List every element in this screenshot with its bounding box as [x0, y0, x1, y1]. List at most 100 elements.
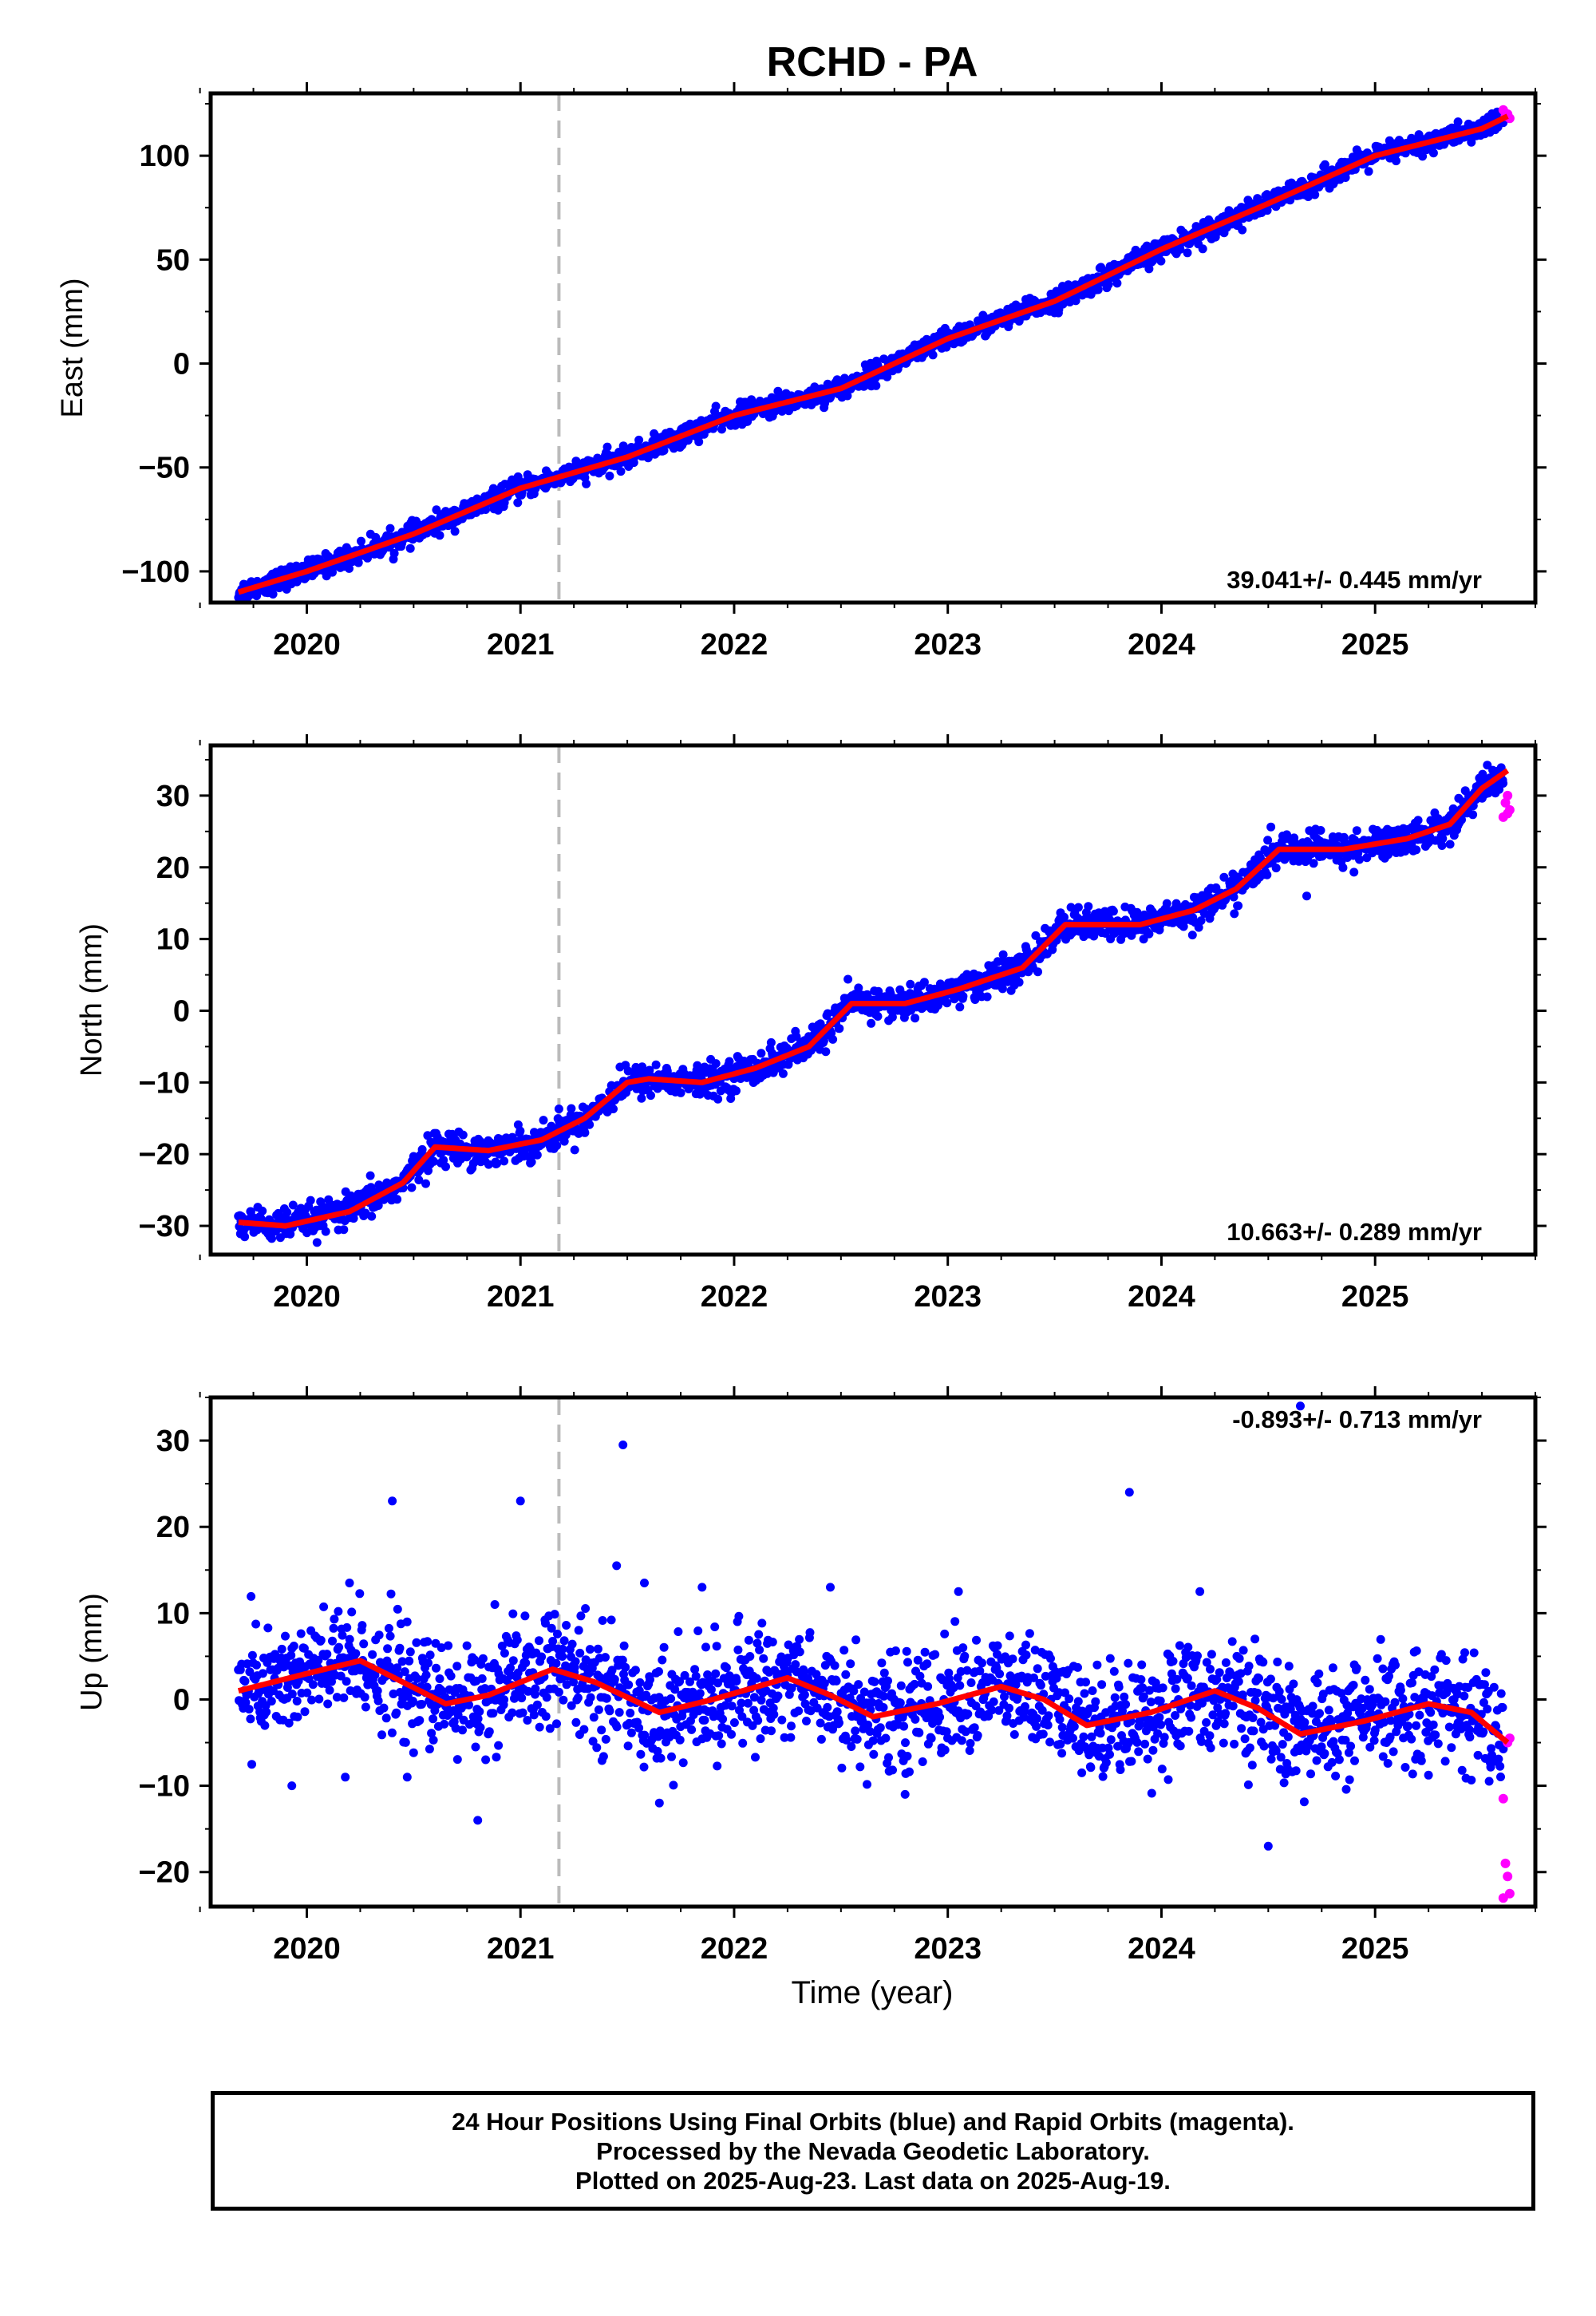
data-point — [554, 1105, 563, 1113]
data-point — [645, 1065, 654, 1075]
data-point — [282, 1207, 292, 1217]
data-point — [1014, 978, 1024, 987]
data-point — [300, 1707, 310, 1717]
data-point — [792, 1032, 801, 1041]
data-point — [368, 1650, 377, 1659]
data-point — [757, 1618, 767, 1628]
data-point — [887, 1013, 897, 1022]
data-point — [614, 1708, 624, 1717]
data-point — [342, 1677, 351, 1686]
data-point — [435, 531, 444, 540]
data-point — [425, 1745, 434, 1754]
data-point — [1084, 902, 1093, 911]
data-point — [770, 406, 780, 416]
data-point — [685, 1677, 694, 1686]
data-point — [629, 458, 638, 468]
plot-frame — [208, 91, 1538, 605]
data-point — [756, 1734, 765, 1744]
data-point — [1175, 244, 1185, 254]
data-point — [1156, 256, 1166, 266]
data-point — [562, 1621, 571, 1630]
data-point — [753, 1638, 762, 1648]
data-point — [678, 1758, 688, 1768]
data-point — [701, 1642, 710, 1652]
data-point — [612, 1722, 622, 1732]
data-point — [768, 1638, 777, 1646]
data-point — [852, 1734, 862, 1744]
data-point — [748, 1721, 757, 1730]
data-point — [759, 1654, 768, 1663]
data-point — [745, 1652, 755, 1661]
data-point — [240, 1232, 250, 1242]
data-point — [1467, 137, 1476, 147]
x-tick-label: 2020 — [273, 628, 341, 662]
plot-frame — [208, 743, 1538, 1257]
y-tick-label: 0 — [173, 348, 190, 381]
data-point — [289, 1642, 298, 1650]
data-point — [816, 1019, 825, 1029]
data-point — [268, 590, 278, 599]
data-point — [571, 1717, 581, 1727]
data-point — [284, 1718, 294, 1728]
data-point — [1139, 935, 1148, 944]
data-point — [794, 1706, 804, 1716]
data-point — [626, 1728, 636, 1737]
data-point — [639, 1762, 649, 1772]
data-point — [421, 1179, 430, 1188]
data-point — [329, 1623, 338, 1633]
y-tick-label: −20 — [139, 1138, 190, 1172]
data-point — [492, 1159, 502, 1168]
data-point — [784, 1640, 793, 1650]
data-point — [258, 1206, 267, 1215]
data-point — [414, 1176, 424, 1184]
data-point — [851, 1635, 861, 1645]
y-tick-label: −10 — [139, 1066, 190, 1100]
data-point — [492, 1753, 501, 1762]
data-point — [296, 1629, 306, 1638]
data-point — [355, 1589, 365, 1599]
data-point — [562, 1680, 571, 1690]
data-point — [521, 1658, 531, 1668]
data-point — [751, 1753, 760, 1762]
data-point — [832, 1707, 842, 1717]
data-point — [714, 1731, 724, 1741]
data-point — [339, 1693, 349, 1702]
velocity-label: 39.041+/- 0.445 mm/yr — [1227, 566, 1482, 594]
y-tick-label: 30 — [156, 780, 190, 813]
data-point — [240, 1677, 250, 1686]
data-point — [998, 984, 1007, 994]
trend-line — [238, 768, 1510, 1229]
data-point — [958, 991, 968, 1001]
x-tick-label: 2021 — [487, 1280, 555, 1314]
data-point — [552, 1719, 561, 1729]
data-point — [767, 1726, 776, 1736]
data-point — [330, 1614, 339, 1624]
y-tick-label: 100 — [140, 140, 190, 173]
data-point — [623, 1741, 633, 1751]
data-point — [358, 1621, 367, 1630]
data-point — [867, 1697, 877, 1707]
data-point — [251, 1619, 261, 1629]
x-tick-label: 2023 — [914, 1280, 982, 1314]
data-point — [1162, 899, 1171, 908]
data-point — [523, 1716, 532, 1725]
data-point — [835, 1718, 843, 1728]
x-tick-label: 2022 — [701, 628, 768, 662]
y-axis-label: North (mm) — [75, 923, 109, 1077]
data-point — [392, 1708, 401, 1717]
data-point — [393, 1604, 402, 1614]
data-point — [737, 1698, 746, 1708]
data-point — [871, 381, 881, 390]
chart-title: RCHD - PA — [767, 39, 978, 85]
data-point — [374, 1630, 384, 1640]
data-point — [338, 1630, 347, 1640]
data-point — [1262, 870, 1272, 879]
data-point — [804, 1674, 812, 1683]
y-tick-label: 0 — [173, 994, 190, 1028]
data-point — [601, 1734, 610, 1744]
data-point — [440, 1719, 449, 1729]
data-point — [277, 1644, 286, 1654]
data-point — [444, 1641, 453, 1650]
data-point — [387, 1728, 397, 1737]
